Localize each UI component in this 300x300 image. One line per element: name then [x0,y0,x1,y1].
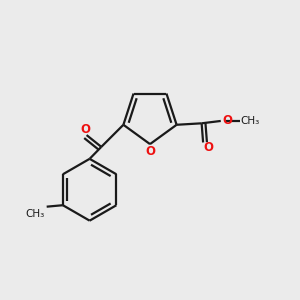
Text: O: O [145,145,155,158]
Text: CH₃: CH₃ [241,116,260,126]
Text: O: O [80,123,90,136]
Text: O: O [203,141,213,154]
Text: O: O [223,114,232,127]
Text: CH₃: CH₃ [25,209,44,219]
